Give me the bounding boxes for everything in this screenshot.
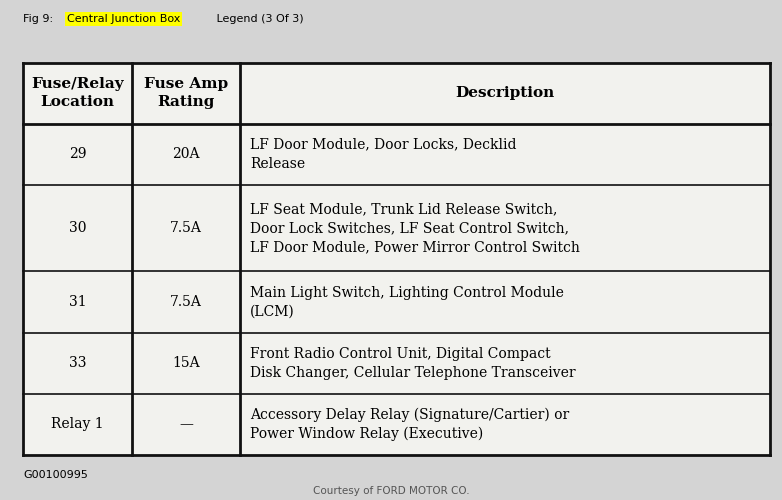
Text: Legend (3 Of 3): Legend (3 Of 3)	[213, 14, 303, 24]
Text: —: —	[179, 418, 193, 432]
Bar	[23, 62, 770, 455]
Text: Main Light Switch, Lighting Control Module
(LCM): Main Light Switch, Lighting Control Modu…	[250, 286, 564, 318]
Text: Fig 9:: Fig 9:	[23, 14, 57, 24]
Text: Accessory Delay Relay (Signature/Cartier) or
Power Window Relay (Executive): Accessory Delay Relay (Signature/Cartier…	[250, 408, 569, 442]
Text: Front Radio Control Unit, Digital Compact
Disk Changer, Cellular Telephone Trans: Front Radio Control Unit, Digital Compac…	[250, 347, 576, 380]
Text: G00100995: G00100995	[23, 470, 88, 480]
Text: 30: 30	[69, 221, 86, 235]
Text: Fuse Amp
Rating: Fuse Amp Rating	[144, 77, 228, 110]
Text: LF Seat Module, Trunk Lid Release Switch,
Door Lock Switches, LF Seat Control Sw: LF Seat Module, Trunk Lid Release Switch…	[250, 202, 580, 254]
Text: 20A: 20A	[172, 148, 199, 162]
Text: Central Junction Box: Central Junction Box	[66, 14, 180, 24]
Text: Fuse/Relay
Location: Fuse/Relay Location	[31, 77, 124, 110]
Text: LF Door Module, Door Locks, Decklid
Release: LF Door Module, Door Locks, Decklid Rele…	[250, 138, 517, 170]
Text: 31: 31	[69, 295, 87, 309]
Text: Description: Description	[456, 86, 554, 100]
Text: 15A: 15A	[172, 356, 199, 370]
Text: Relay 1: Relay 1	[52, 418, 104, 432]
Text: 29: 29	[69, 148, 86, 162]
Text: 33: 33	[69, 356, 86, 370]
Text: 7.5A: 7.5A	[170, 221, 202, 235]
Text: Courtesy of FORD MOTOR CO.: Courtesy of FORD MOTOR CO.	[313, 486, 469, 496]
Text: 7.5A: 7.5A	[170, 295, 202, 309]
